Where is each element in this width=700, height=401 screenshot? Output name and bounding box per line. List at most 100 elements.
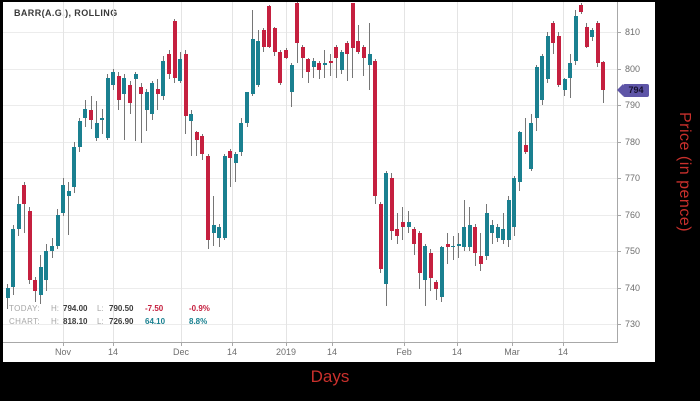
candle[interactable] — [473, 227, 478, 253]
candle[interactable] — [228, 150, 233, 158]
candle[interactable] — [423, 245, 428, 281]
candle[interactable] — [378, 203, 383, 270]
candle[interactable] — [406, 221, 411, 228]
candle[interactable] — [295, 2, 300, 43]
candle[interactable] — [261, 30, 266, 47]
candle[interactable] — [133, 73, 138, 80]
candle[interactable] — [33, 280, 38, 292]
candle[interactable] — [150, 83, 155, 115]
candle[interactable] — [300, 46, 305, 58]
candle[interactable] — [289, 64, 294, 93]
candle[interactable] — [22, 185, 27, 204]
candle[interactable] — [395, 229, 400, 237]
candle[interactable] — [89, 110, 94, 120]
candle[interactable] — [540, 55, 545, 100]
candle[interactable] — [529, 123, 534, 169]
candle[interactable] — [183, 53, 188, 116]
candle[interactable] — [284, 50, 288, 58]
candle[interactable] — [545, 35, 550, 80]
candle[interactable] — [384, 172, 389, 284]
candle[interactable] — [72, 146, 77, 188]
candle[interactable] — [155, 88, 160, 95]
candle[interactable] — [256, 41, 261, 85]
candle[interactable] — [568, 63, 573, 78]
candle[interactable] — [367, 53, 372, 65]
candle[interactable] — [373, 61, 378, 197]
candle[interactable] — [245, 92, 249, 124]
candle[interactable] — [584, 26, 589, 47]
candle[interactable] — [579, 4, 584, 12]
candle[interactable] — [278, 52, 283, 84]
candle[interactable] — [116, 75, 121, 100]
candle[interactable] — [194, 132, 199, 140]
candle[interactable] — [361, 46, 366, 58]
candle[interactable] — [484, 212, 489, 257]
candle[interactable] — [534, 66, 539, 118]
candle[interactable] — [94, 123, 99, 138]
candle[interactable] — [161, 61, 166, 96]
candle[interactable] — [495, 227, 500, 239]
candle[interactable] — [172, 21, 177, 78]
candle[interactable] — [128, 84, 133, 104]
candle[interactable] — [139, 86, 144, 95]
candle[interactable] — [122, 77, 127, 95]
candle[interactable] — [428, 252, 433, 279]
candle[interactable] — [311, 61, 316, 67]
candle[interactable] — [105, 77, 110, 138]
candle[interactable] — [590, 30, 595, 38]
candle[interactable] — [178, 59, 183, 82]
candle[interactable] — [250, 39, 255, 95]
candle[interactable] — [239, 123, 244, 153]
candle[interactable] — [456, 243, 461, 246]
candle[interactable] — [200, 136, 205, 155]
candle[interactable] — [573, 15, 578, 62]
candle[interactable] — [451, 245, 456, 248]
candle[interactable] — [523, 145, 528, 153]
candle[interactable] — [111, 72, 116, 85]
candle[interactable] — [556, 35, 561, 85]
candle[interactable] — [77, 121, 82, 147]
candle[interactable] — [512, 178, 517, 228]
candle[interactable] — [389, 178, 394, 231]
candle[interactable] — [517, 132, 522, 182]
candle[interactable] — [350, 2, 355, 49]
candle[interactable] — [356, 41, 361, 53]
candle[interactable] — [328, 61, 333, 63]
candle[interactable] — [339, 52, 344, 71]
plot-area[interactable]: 810 800 790 780 770 760 750 740 730 Nov 14 Dec 14 201… — [3, 2, 655, 362]
candle[interactable] — [233, 154, 238, 164]
candle[interactable] — [478, 256, 483, 264]
candle[interactable] — [506, 199, 511, 241]
candle[interactable] — [61, 185, 66, 213]
candle[interactable] — [222, 156, 227, 239]
candle[interactable] — [317, 63, 322, 71]
candle[interactable] — [144, 92, 149, 111]
candle[interactable] — [345, 42, 350, 54]
candle[interactable] — [400, 221, 405, 228]
candle[interactable] — [412, 229, 417, 244]
candle[interactable] — [66, 190, 71, 197]
candle[interactable] — [100, 117, 105, 120]
candle[interactable] — [417, 232, 422, 273]
candle[interactable] — [217, 227, 222, 239]
candle[interactable] — [467, 225, 472, 248]
candle[interactable] — [55, 214, 60, 246]
candle[interactable] — [189, 114, 194, 122]
candle[interactable] — [595, 22, 600, 64]
candle[interactable] — [5, 287, 10, 299]
candle[interactable] — [50, 245, 55, 251]
candle[interactable] — [11, 229, 16, 288]
candle[interactable] — [206, 156, 211, 241]
candle[interactable] — [601, 61, 606, 91]
candle[interactable] — [272, 28, 277, 53]
candle[interactable] — [551, 22, 556, 43]
candle[interactable] — [44, 251, 49, 281]
candle[interactable] — [83, 108, 88, 118]
candle[interactable] — [267, 6, 272, 47]
candle[interactable] — [211, 225, 216, 233]
candle[interactable] — [38, 267, 43, 295]
candle[interactable] — [16, 203, 21, 230]
candle[interactable] — [501, 229, 506, 241]
candle[interactable] — [27, 210, 32, 281]
candle[interactable] — [306, 59, 311, 73]
